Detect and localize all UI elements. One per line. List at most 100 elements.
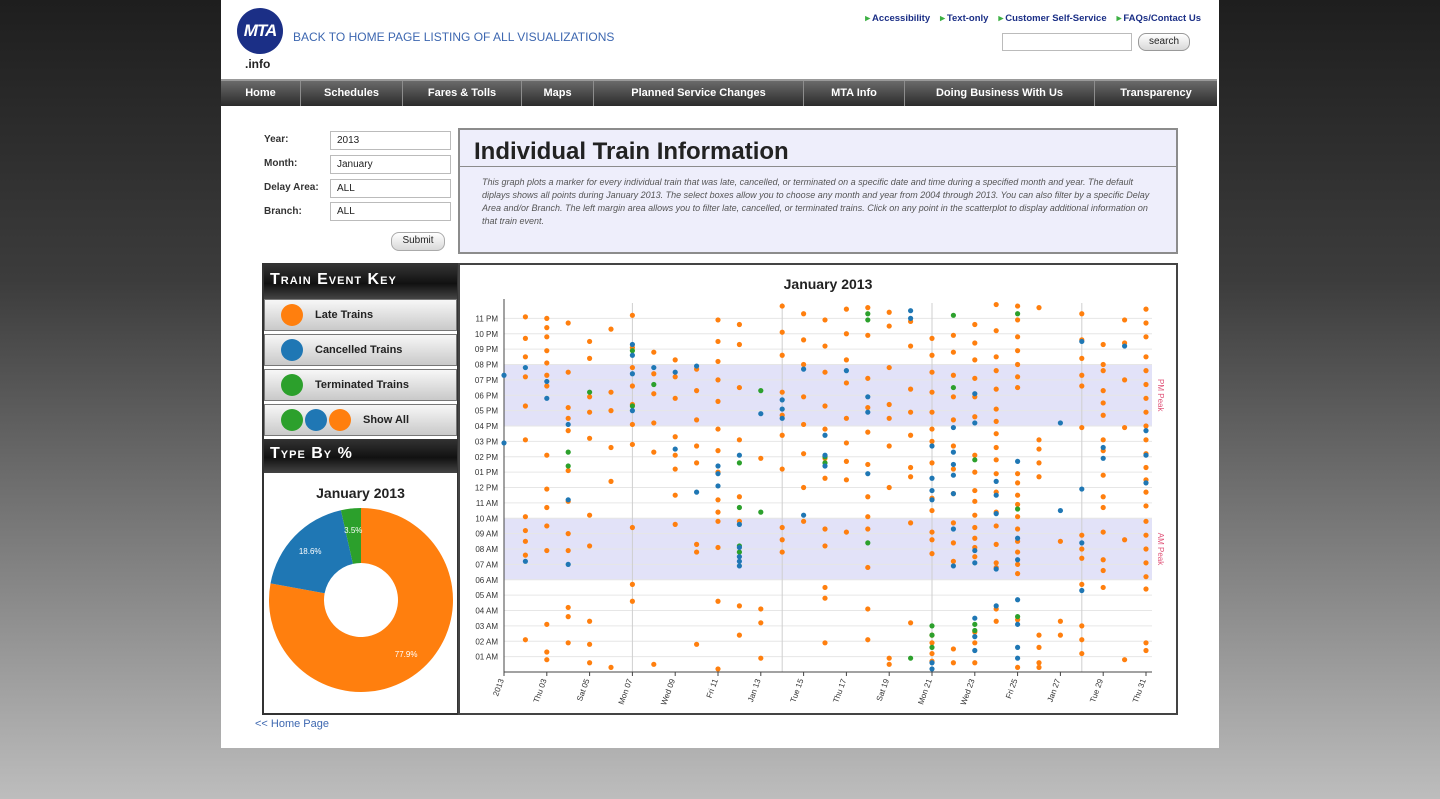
late-train-point[interactable] (801, 394, 807, 400)
late-train-point[interactable] (929, 529, 935, 535)
late-train-point[interactable] (1143, 320, 1149, 326)
late-train-point[interactable] (736, 603, 742, 609)
late-train-point[interactable] (694, 417, 700, 423)
text-only-link[interactable]: Text-only (940, 13, 989, 24)
late-train-point[interactable] (1079, 581, 1085, 587)
cancelled-train-point[interactable] (1057, 420, 1063, 426)
late-train-point[interactable] (1143, 409, 1149, 415)
late-train-point[interactable] (1079, 637, 1085, 643)
terminated-train-point[interactable] (736, 460, 742, 466)
late-train-point[interactable] (908, 474, 914, 480)
late-train-point[interactable] (715, 544, 721, 551)
late-train-point[interactable] (1143, 395, 1149, 401)
late-train-point[interactable] (715, 426, 721, 432)
late-train-point[interactable] (993, 354, 999, 360)
cancelled-train-point[interactable] (950, 424, 956, 431)
terminated-train-point[interactable] (865, 317, 871, 323)
terminated-train-point[interactable] (1015, 311, 1021, 317)
late-train-point[interactable] (608, 408, 614, 414)
late-train-point[interactable] (779, 466, 785, 472)
late-train-point[interactable] (715, 666, 721, 672)
late-train-point[interactable] (1015, 480, 1021, 486)
cancelled-train-point[interactable] (993, 566, 999, 572)
late-train-point[interactable] (1079, 424, 1085, 431)
late-train-point[interactable] (608, 478, 614, 484)
late-train-point[interactable] (1036, 660, 1042, 666)
terminated-train-point[interactable] (587, 389, 593, 395)
late-train-point[interactable] (929, 551, 935, 557)
cancelled-train-point[interactable] (929, 443, 935, 449)
late-train-point[interactable] (1100, 388, 1106, 394)
pie-slice-terminated[interactable] (340, 508, 361, 564)
late-train-point[interactable] (843, 380, 849, 386)
late-train-point[interactable] (865, 637, 871, 643)
late-train-point[interactable] (908, 409, 914, 415)
late-train-point[interactable] (950, 660, 956, 666)
late-train-point[interactable] (822, 317, 828, 323)
late-train-point[interactable] (1079, 532, 1085, 538)
cancelled-train-point[interactable] (929, 497, 935, 503)
late-train-point[interactable] (886, 323, 892, 329)
late-train-point[interactable] (779, 549, 785, 555)
late-train-point[interactable] (1057, 632, 1063, 638)
late-train-point[interactable] (1100, 368, 1106, 374)
cancelled-train-point[interactable] (865, 409, 871, 415)
late-train-point[interactable] (565, 415, 571, 421)
late-train-point[interactable] (522, 374, 528, 380)
customer-self-service-link[interactable]: Customer Self-Service (998, 13, 1106, 24)
late-train-point[interactable] (993, 457, 999, 463)
late-train-point[interactable] (522, 354, 528, 360)
late-train-point[interactable] (993, 444, 999, 451)
cancelled-train-point[interactable] (972, 647, 978, 654)
cancelled-train-point[interactable] (950, 449, 956, 455)
cancelled-train-point[interactable] (1079, 486, 1085, 492)
late-train-point[interactable] (544, 547, 550, 554)
cancelled-train-point[interactable] (972, 547, 978, 554)
terminated-train-point[interactable] (736, 504, 742, 511)
late-train-point[interactable] (758, 620, 764, 626)
late-train-point[interactable] (1100, 341, 1106, 348)
late-train-point[interactable] (886, 401, 892, 408)
cancelled-train-point[interactable] (993, 603, 999, 609)
late-train-point[interactable] (1015, 492, 1021, 498)
late-train-point[interactable] (544, 372, 550, 378)
cancelled-train-point[interactable] (822, 432, 828, 438)
late-train-point[interactable] (972, 660, 978, 666)
cancelled-train-point[interactable] (972, 420, 978, 426)
late-train-point[interactable] (587, 338, 593, 345)
late-train-point[interactable] (1143, 334, 1149, 340)
late-train-point[interactable] (1015, 571, 1021, 577)
late-train-point[interactable] (587, 394, 593, 400)
home-page-link[interactable]: << Home Page (255, 718, 329, 730)
late-train-point[interactable] (1143, 464, 1149, 471)
late-train-point[interactable] (736, 437, 742, 443)
cancelled-train-point[interactable] (736, 452, 742, 458)
late-train-point[interactable] (1015, 561, 1021, 567)
late-train-point[interactable] (993, 301, 999, 308)
cancelled-train-point[interactable] (715, 471, 721, 477)
late-train-point[interactable] (972, 512, 978, 518)
late-train-point[interactable] (1122, 317, 1128, 323)
late-train-point[interactable] (801, 518, 807, 524)
late-train-point[interactable] (822, 584, 828, 591)
terminated-train-point[interactable] (908, 655, 914, 661)
late-train-point[interactable] (993, 560, 999, 566)
nav-schedules[interactable]: Schedules (301, 81, 403, 106)
cancelled-train-point[interactable] (1100, 455, 1106, 461)
cancelled-train-point[interactable] (629, 352, 635, 358)
late-train-point[interactable] (522, 527, 528, 534)
late-train-point[interactable] (694, 388, 700, 394)
late-train-point[interactable] (1036, 437, 1042, 443)
cancelled-train-point[interactable] (929, 475, 935, 481)
faqs-contact-link[interactable]: FAQs/Contact Us (1117, 13, 1201, 24)
late-train-point[interactable] (993, 406, 999, 412)
late-train-point[interactable] (1100, 584, 1106, 591)
cancelled-train-point[interactable] (950, 491, 956, 497)
late-train-point[interactable] (1143, 518, 1149, 524)
terminated-train-point[interactable] (565, 449, 571, 455)
late-train-point[interactable] (865, 564, 871, 571)
late-train-point[interactable] (1100, 557, 1106, 563)
late-train-point[interactable] (886, 443, 892, 449)
late-train-point[interactable] (1143, 354, 1149, 360)
late-train-point[interactable] (1143, 368, 1149, 374)
